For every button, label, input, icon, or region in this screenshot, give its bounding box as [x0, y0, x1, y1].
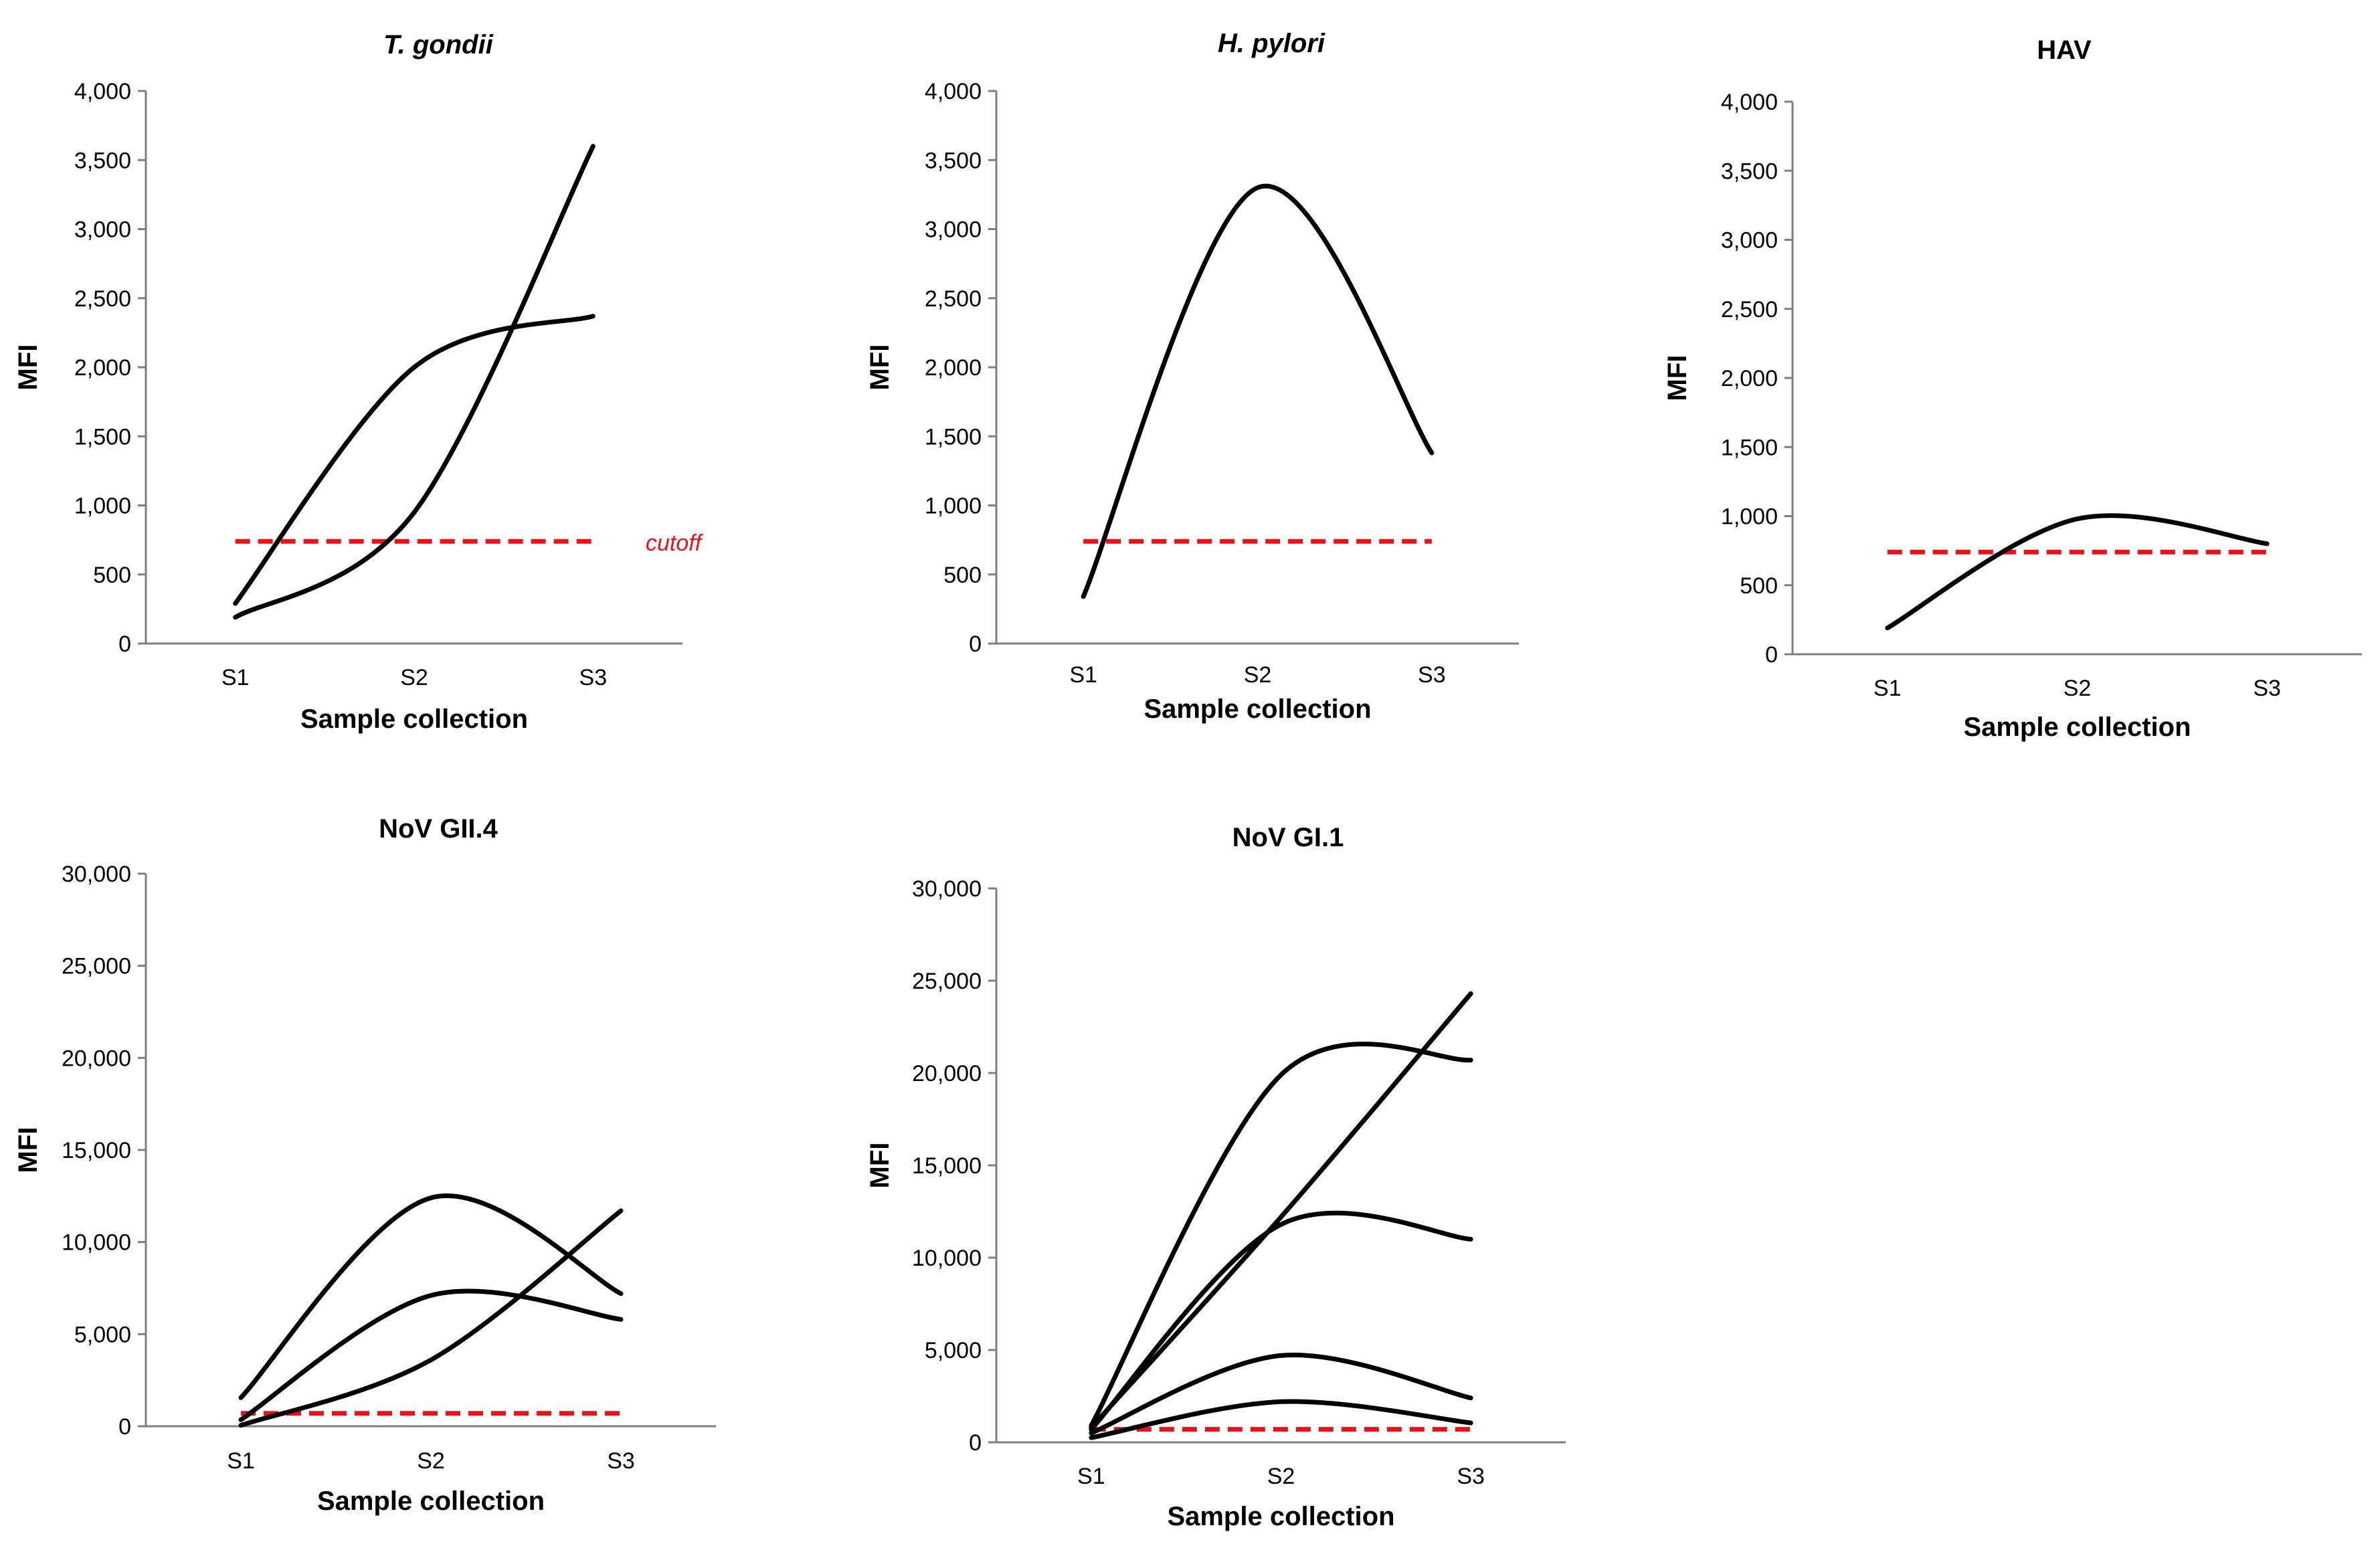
y-tick-label: 4,000: [925, 79, 982, 104]
chart-panel-2: H. pylori 0 500 1,000 1,500 2,000 2,500 3,000 3,…: [865, 29, 1519, 724]
y-tick-label: 500: [943, 563, 982, 588]
cutoff-label: cutoff: [646, 530, 704, 556]
chart-title: T. gondii: [383, 30, 494, 60]
x-tick-label: S3: [579, 665, 608, 690]
x-tick-label: S3: [1418, 662, 1446, 688]
chart-title: NoV GII.4: [379, 814, 498, 844]
x-axis-title: Sample collection: [300, 704, 528, 734]
y-tick-label: 1,000: [925, 494, 982, 519]
y-tick-label: 15,000: [62, 1138, 131, 1163]
y-tick-label: 2,500: [74, 286, 131, 312]
series-line-1: [233, 314, 596, 606]
y-tick-label: 2,500: [1721, 297, 1778, 322]
y-tick-label: 30,000: [912, 876, 982, 902]
chart-title: H. pylori: [1218, 29, 1325, 58]
chart-panel-1: T. gondii 0 500 1,000 1,500 2,000 2,500 3,000 3,…: [13, 30, 704, 734]
chart-panel-4: NoV GII.4 0 5,000 10,000 15,000 20,000 25,000 3…: [13, 814, 716, 1516]
x-tick-label: S3: [607, 1448, 635, 1474]
x-tick-label: S3: [2253, 676, 2281, 701]
y-axis-title: MFI: [13, 1127, 43, 1173]
x-tick-label: S1: [221, 665, 250, 690]
y-tick-label: 2,000: [925, 355, 982, 381]
chart-title: HAV: [2037, 35, 2092, 65]
x-axis-title: Sample collection: [1963, 712, 2191, 742]
y-tick-label: 1,500: [1721, 435, 1778, 460]
y-tick-label: 15,000: [912, 1153, 982, 1179]
y-tick-label: 4,000: [74, 79, 131, 104]
series-line-1: [1081, 183, 1435, 599]
series-line-1: [238, 1193, 624, 1400]
series-line-2: [233, 144, 596, 620]
y-tick-label: 0: [969, 632, 982, 657]
x-tick-label: S2: [1267, 1464, 1295, 1489]
y-tick-label: 30,000: [62, 862, 131, 887]
x-tick-label: S3: [1457, 1464, 1485, 1489]
x-tick-label: S1: [227, 1448, 255, 1474]
y-tick-label: 2,000: [74, 355, 131, 381]
y-tick-label: 3,000: [1721, 228, 1778, 254]
series-line-3: [1089, 1210, 1473, 1432]
y-tick-label: 0: [969, 1430, 982, 1456]
series-line-1: [1089, 1042, 1473, 1428]
y-tick-label: 1,500: [925, 424, 982, 450]
y-tick-label: 3,000: [925, 217, 982, 243]
series-line-3: [238, 1208, 624, 1428]
y-tick-label: 1,000: [1721, 504, 1778, 530]
x-tick-label: S2: [2064, 676, 2092, 701]
y-tick-label: 20,000: [62, 1046, 131, 1071]
series-line-1: [1885, 513, 2270, 631]
x-tick-label: S1: [1069, 662, 1097, 688]
y-tick-label: 0: [118, 632, 131, 657]
y-tick-label: 500: [1740, 573, 1778, 599]
y-tick-label: 2,500: [925, 286, 982, 312]
y-tick-label: 1,500: [74, 424, 131, 450]
y-axis-title: MFI: [865, 1143, 895, 1189]
y-axis-title: MFI: [865, 345, 895, 391]
y-tick-label: 2,000: [1721, 366, 1778, 391]
y-tick-label: 25,000: [912, 969, 982, 994]
x-tick-label: S2: [1244, 662, 1272, 688]
x-axis-title: Sample collection: [1143, 694, 1371, 724]
series-line-4: [1089, 1352, 1473, 1436]
chart-panel-3: HAV 0 500 1,000 1,500 2,000 2,500 3,000 3,500 4,0…: [1663, 35, 2362, 742]
series-line-2: [1089, 991, 1473, 1430]
y-axis-title: MFI: [13, 345, 43, 391]
y-tick-label: 10,000: [62, 1230, 131, 1256]
y-tick-label: 5,000: [925, 1338, 982, 1363]
chart-title: NoV GI.1: [1232, 823, 1344, 852]
x-tick-label: S1: [1077, 1464, 1105, 1489]
y-axis-title: MFI: [1663, 355, 1692, 401]
y-tick-label: 0: [1765, 642, 1778, 668]
x-axis-title: Sample collection: [1167, 1502, 1394, 1531]
y-tick-label: 4,000: [1721, 90, 1778, 115]
y-tick-label: 0: [118, 1414, 131, 1440]
y-tick-label: 1,000: [74, 494, 131, 519]
y-tick-label: 25,000: [62, 954, 131, 979]
y-tick-label: 500: [93, 563, 131, 588]
y-tick-label: 3,500: [74, 148, 131, 173]
x-tick-label: S2: [400, 665, 428, 690]
y-tick-label: 5,000: [74, 1322, 131, 1347]
x-tick-label: S2: [417, 1448, 445, 1474]
y-tick-label: 10,000: [912, 1246, 982, 1271]
y-tick-label: 3,000: [74, 217, 131, 243]
y-tick-label: 3,500: [1721, 159, 1778, 184]
series-line-5: [1089, 1399, 1473, 1440]
chart-panel-5: NoV GI.1 0 5,000 10,000 15,000 20,000 25,000 30…: [865, 823, 1566, 1531]
y-tick-label: 3,500: [925, 148, 982, 173]
x-axis-title: Sample collection: [317, 1486, 545, 1516]
y-tick-label: 20,000: [912, 1061, 982, 1086]
series-line-2: [238, 1288, 624, 1422]
x-tick-label: S1: [1873, 676, 1902, 701]
